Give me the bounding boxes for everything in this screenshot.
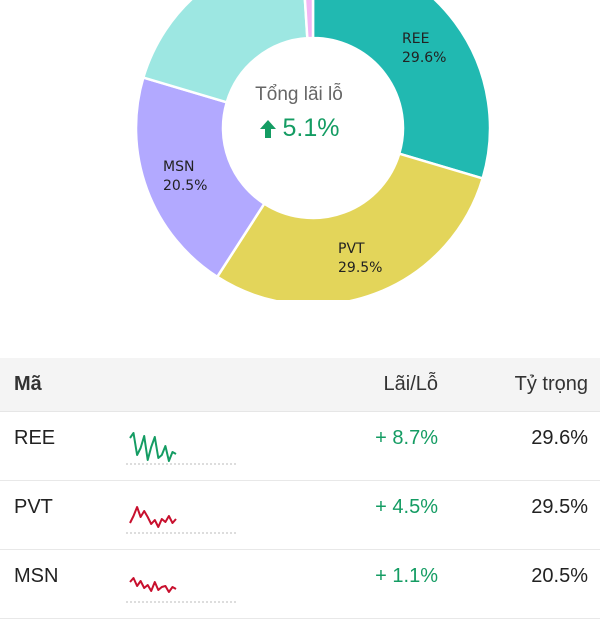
- pie-slice-pvt[interactable]: [215, 152, 485, 300]
- slice-percent: 29.5%: [338, 260, 383, 276]
- pie-slice-other-3[interactable]: [141, 0, 309, 104]
- pie-slice-ree[interactable]: [311, 0, 492, 181]
- table-row[interactable]: PVT + 4.5% 29.5%: [0, 481, 600, 550]
- table-row[interactable]: MSN + 1.1% 20.5%: [0, 550, 600, 619]
- sparkline: [126, 432, 238, 465]
- allocation-chart: Tổng lãi lỗ 5.1% REE 29.6% PVT 29.5% MSN…: [0, 0, 600, 300]
- total-pl-value-row: 5.1%: [214, 114, 384, 143]
- stock-code: PVT: [14, 496, 53, 518]
- total-pl-value: 5.1%: [282, 114, 340, 142]
- weight-value: 29.5%: [531, 496, 588, 518]
- sparkline-path: [129, 432, 177, 462]
- slice-name: PVT: [338, 241, 365, 257]
- sparkline-path: [129, 577, 177, 593]
- slice-name: MSN: [163, 159, 195, 175]
- table-header: Mã Lãi/Lỗ Tỷ trọng: [0, 358, 600, 412]
- pie-slice-msn[interactable]: [134, 75, 267, 279]
- slice-label-msn: MSN 20.5%: [163, 158, 207, 196]
- sparkline: [126, 506, 238, 534]
- header-weight[interactable]: Tỷ trọng: [514, 373, 588, 395]
- header-profit-loss[interactable]: Lãi/Lỗ: [383, 373, 439, 395]
- slice-percent: 29.6%: [402, 50, 447, 66]
- total-pl-summary: Tổng lãi lỗ 5.1%: [214, 84, 384, 143]
- holdings-table: Mã Lãi/Lỗ Tỷ trọng REE + 8.7% 29.6% PVT …: [0, 358, 600, 619]
- arrow-up-icon: [259, 119, 276, 138]
- sparkline: [126, 577, 238, 603]
- stock-code: REE: [14, 427, 56, 449]
- weight-value: 20.5%: [531, 565, 588, 587]
- weight-value: 29.6%: [531, 427, 588, 449]
- pie-slice-other-4[interactable]: [302, 0, 315, 40]
- profit-loss-value: + 8.7%: [375, 427, 438, 449]
- stock-code: MSN: [14, 565, 59, 587]
- header-code[interactable]: Mã: [14, 373, 42, 395]
- slice-name: REE: [402, 31, 430, 47]
- total-pl-label: Tổng lãi lỗ: [255, 84, 343, 105]
- table-row[interactable]: REE + 8.7% 29.6%: [0, 412, 600, 481]
- slice-label-ree: REE 29.6%: [402, 30, 446, 68]
- donut-chart: [134, 0, 492, 300]
- slice-percent: 20.5%: [163, 178, 208, 194]
- slice-label-pvt: PVT 29.5%: [338, 240, 382, 278]
- profit-loss-value: + 4.5%: [375, 496, 438, 518]
- profit-loss-value: + 1.1%: [375, 565, 438, 587]
- sparkline-path: [129, 506, 177, 528]
